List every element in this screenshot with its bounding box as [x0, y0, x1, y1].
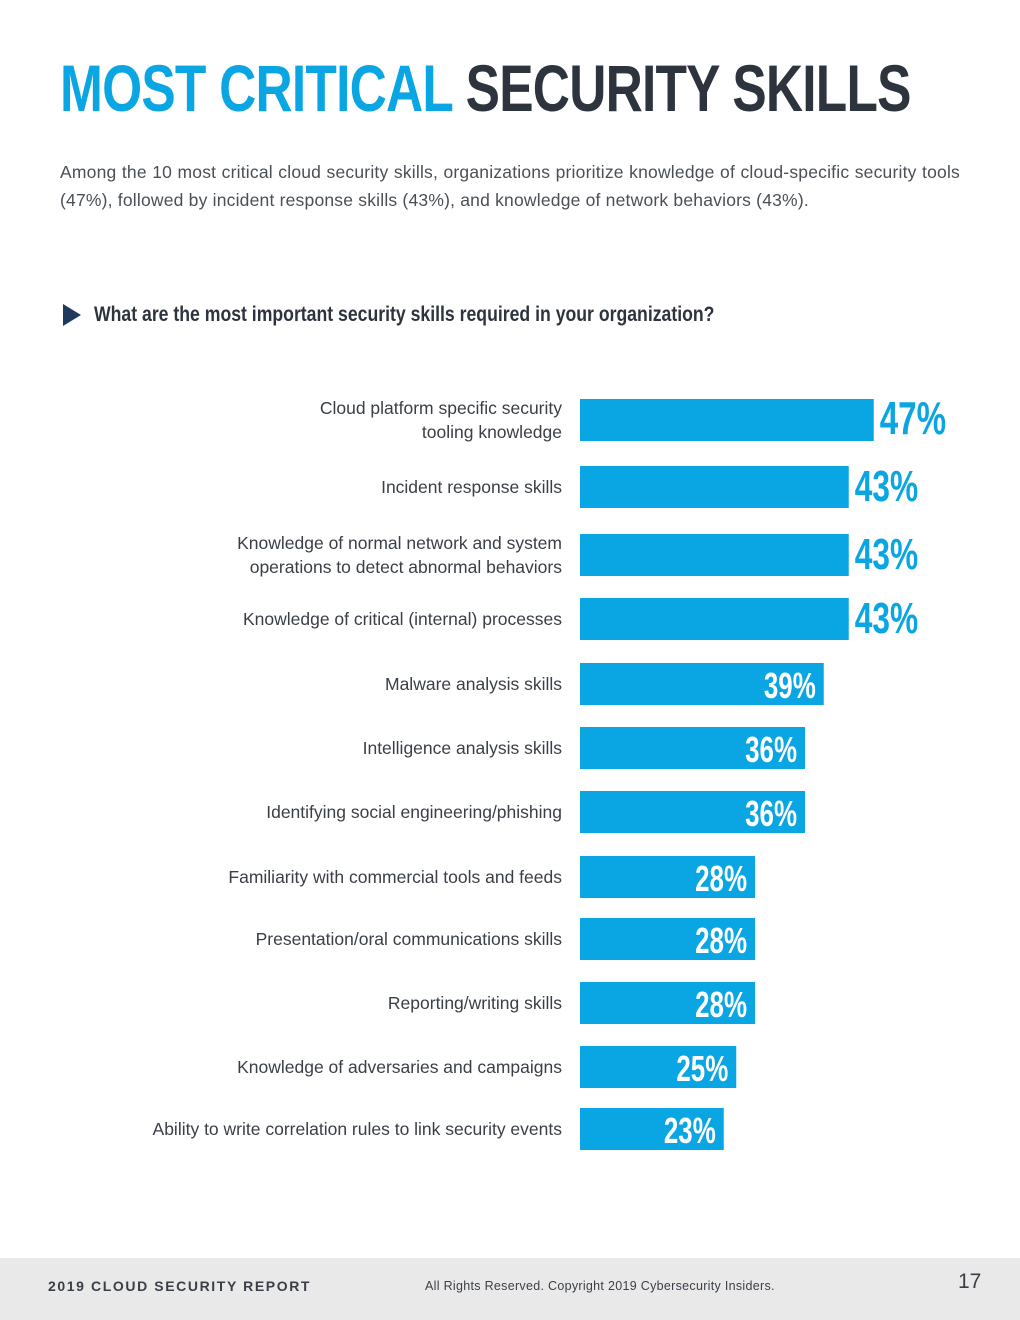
svg-text:43%: 43%: [855, 530, 918, 579]
bar-chart: Cloud platform specific security tooling …: [153, 394, 947, 1151]
category-label: Identifying social engineering/phishing: [266, 802, 562, 822]
category-label: Knowledge of adversaries and campaigns: [237, 1057, 562, 1077]
value-label: 43%: [855, 530, 918, 579]
play-arrow-icon: [63, 304, 81, 326]
value-label: 36%: [745, 794, 797, 834]
svg-text:28%: 28%: [695, 985, 747, 1025]
svg-text:47%: 47%: [880, 394, 946, 444]
title-rest: SECURITY SKILLS: [465, 51, 912, 125]
svg-text:28%: 28%: [695, 921, 747, 961]
bar: [580, 466, 849, 508]
bar: [580, 598, 849, 640]
footer-report-title: 2019 CLOUD SECURITY REPORT: [48, 1278, 312, 1294]
bar: [580, 856, 755, 898]
svg-text:39%: 39%: [764, 666, 816, 706]
category-label: Familiarity with commercial tools and fe…: [228, 867, 562, 887]
value-label: 43%: [855, 462, 918, 511]
category-label: Presentation/oral communications skills: [256, 929, 563, 949]
category-label: Knowledge of critical (internal) process…: [243, 609, 562, 629]
page-title: MOST CRITICAL SECURITY SKILLS: [60, 48, 911, 128]
bar: [580, 982, 755, 1024]
value-label: 28%: [695, 921, 747, 961]
category-label: Incident response skills: [381, 477, 562, 497]
title-accent: MOST CRITICAL: [60, 51, 453, 125]
svg-text:36%: 36%: [745, 730, 797, 770]
value-label: 36%: [745, 730, 797, 770]
value-label: 28%: [695, 985, 747, 1025]
value-label: 25%: [676, 1049, 728, 1089]
bar: [580, 1108, 724, 1150]
svg-text:43%: 43%: [855, 462, 918, 511]
category-label: Intelligence analysis skills: [363, 738, 563, 758]
svg-text:36%: 36%: [745, 794, 797, 834]
bar: [580, 791, 805, 833]
footer-copyright: All Rights Reserved. Copyright 2019 Cybe…: [425, 1279, 775, 1293]
svg-text:23%: 23%: [664, 1111, 716, 1151]
category-label: tooling knowledge: [422, 422, 562, 442]
value-label: 43%: [855, 594, 918, 643]
bar: [580, 727, 805, 769]
category-label: Ability to write correlation rules to li…: [153, 1119, 563, 1139]
svg-text:43%: 43%: [855, 594, 918, 643]
bar: [580, 1046, 737, 1088]
bar: [580, 534, 849, 576]
value-label: 28%: [695, 859, 747, 899]
value-label: 23%: [664, 1111, 716, 1151]
bar: [580, 918, 755, 960]
category-label: operations to detect abnormal behaviors: [250, 557, 563, 577]
category-label: Reporting/writing skills: [388, 993, 562, 1013]
value-label: 39%: [764, 666, 816, 706]
svg-text:28%: 28%: [695, 859, 747, 899]
bar: [580, 663, 824, 705]
value-label: 47%: [880, 394, 946, 444]
svg-text:25%: 25%: [676, 1049, 728, 1089]
bar: [580, 399, 874, 441]
question-text: What are the most important security ski…: [94, 303, 715, 326]
category-label: Cloud platform specific security: [320, 398, 562, 418]
intro-paragraph: Among the 10 most critical cloud securit…: [60, 162, 960, 210]
category-label: Malware analysis skills: [385, 674, 562, 694]
footer: 2019 CLOUD SECURITY REPORT All Rights Re…: [0, 1258, 1020, 1320]
category-label: Knowledge of normal network and system: [237, 533, 562, 553]
page-number: 17: [958, 1270, 982, 1293]
